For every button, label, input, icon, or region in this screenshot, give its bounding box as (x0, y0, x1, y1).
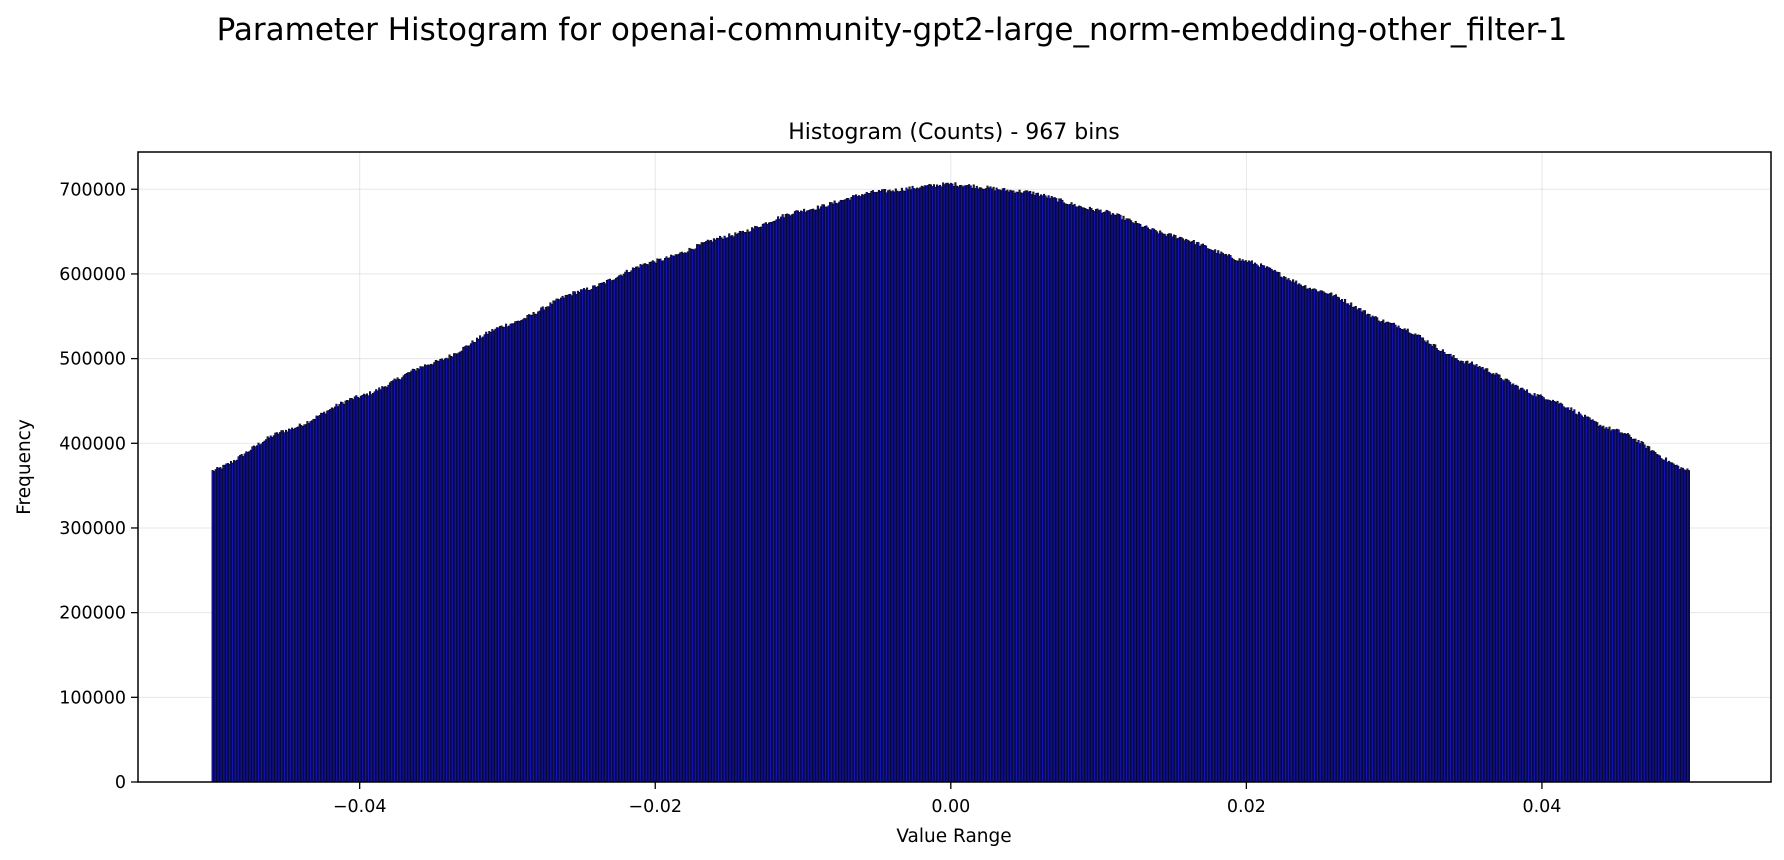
plot-frame (137, 151, 1772, 783)
x-tick-label: −0.02 (628, 797, 682, 817)
axes-title: Histogram (Counts) - 967 bins (788, 120, 1119, 145)
y-tick-label: 600000 (59, 265, 126, 285)
histogram-bars (211, 182, 1690, 783)
y-tick-label: 300000 (59, 519, 126, 539)
histogram-bar (1687, 470, 1690, 783)
y-tick-label: 200000 (59, 604, 126, 624)
y-tick-label: 400000 (59, 434, 126, 454)
y-tick-label: 700000 (59, 180, 126, 200)
x-tick-label: −0.04 (333, 797, 387, 817)
x-axis-label: Value Range (896, 826, 1011, 847)
x-tick-label: 0.00 (931, 797, 970, 817)
y-tick-label: 100000 (59, 688, 126, 708)
figure-title: Parameter Histogram for openai-community… (216, 12, 1568, 48)
axis-ticks: −0.04 −0.02 0.00 0.02 0.04 0 100000 200000 30000… (59, 180, 1561, 817)
x-tick-label: 0.02 (1227, 797, 1266, 817)
y-axis-label: Frequency (14, 419, 35, 515)
y-tick-label: 500000 (59, 350, 126, 370)
x-tick-label: 0.04 (1522, 797, 1561, 817)
y-tick-label: 0 (115, 773, 126, 793)
